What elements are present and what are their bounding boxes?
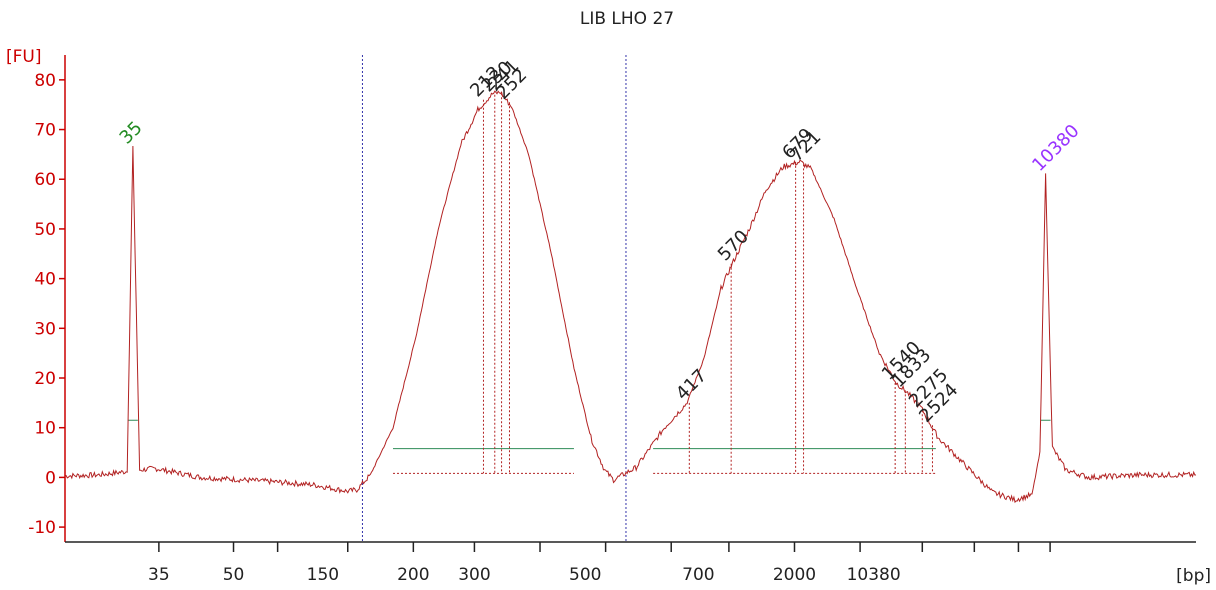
signal-trace bbox=[64, 90, 1197, 504]
trace-layer bbox=[64, 90, 1197, 504]
y-tick-label: 80 bbox=[34, 71, 56, 91]
y-tick-label: 40 bbox=[34, 270, 56, 290]
x-tick-label: 35 bbox=[148, 565, 170, 585]
x-tick-label: 300 bbox=[458, 565, 490, 585]
x-tick-label: 150 bbox=[307, 565, 339, 585]
y-tick-label: -10 bbox=[28, 518, 56, 538]
peak-label: 417 bbox=[672, 365, 711, 404]
peak-label: 35 bbox=[116, 117, 147, 148]
y-tick-label: 0 bbox=[45, 468, 56, 488]
y-tick-label: 70 bbox=[34, 121, 56, 141]
peak-label: 570 bbox=[714, 226, 753, 265]
x-tick-label: 700 bbox=[682, 565, 714, 585]
y-tick-label: 20 bbox=[34, 369, 56, 389]
y-tick-label: 10 bbox=[34, 419, 56, 439]
y-tick-label: 30 bbox=[34, 319, 56, 339]
chart-title: LIB LHO 27 bbox=[580, 9, 674, 29]
x-tick-label: 50 bbox=[223, 565, 245, 585]
region-layer bbox=[127, 55, 1051, 542]
x-tick-label: 2000 bbox=[773, 565, 816, 585]
x-tick-label: 200 bbox=[397, 565, 429, 585]
peak-label: 10380 bbox=[1028, 120, 1083, 175]
x-tick-label: 500 bbox=[569, 565, 601, 585]
axis-layer: -10 0 10 20 30 40 50 60 70 80 35 50 150 200 300 500 700 2… bbox=[28, 55, 1196, 585]
y-tick-label: 60 bbox=[34, 170, 56, 190]
peak-label-layer: 3521223024125241757067972115401833227525… bbox=[116, 56, 1084, 427]
x-axis-unit: [bp] bbox=[1176, 566, 1211, 586]
y-axis-unit: [FU] bbox=[6, 47, 42, 67]
x-tick-label: 10380 bbox=[847, 565, 901, 585]
y-tick-label: 50 bbox=[34, 220, 56, 240]
